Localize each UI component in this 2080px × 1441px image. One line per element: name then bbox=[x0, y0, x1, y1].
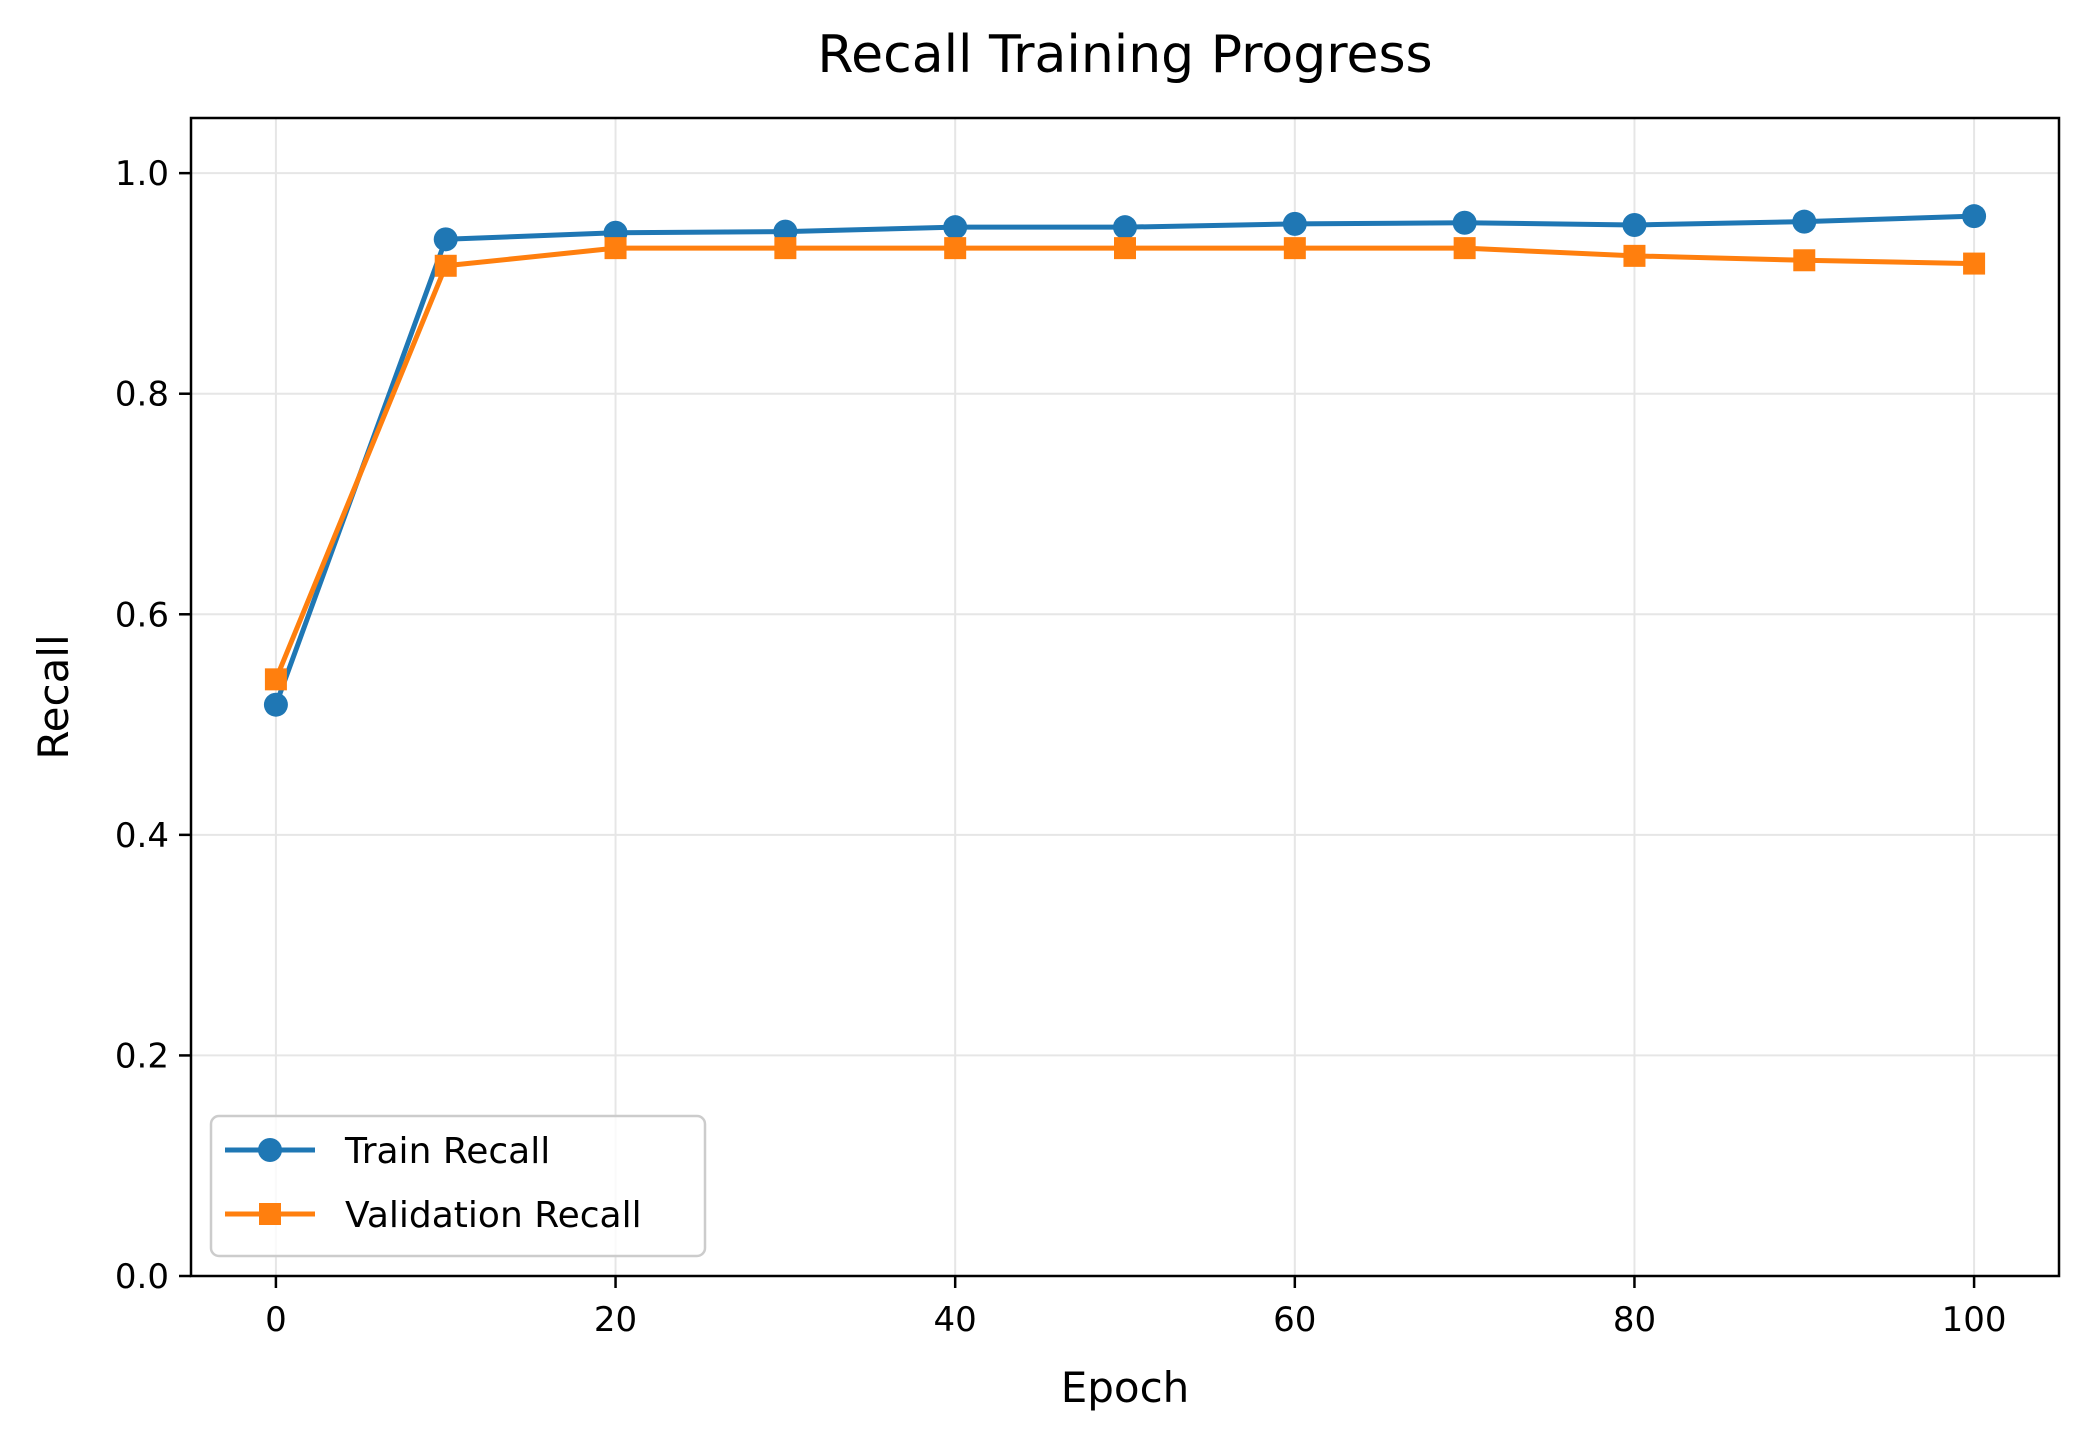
y-tick-label: 0.6 bbox=[115, 595, 169, 635]
data-point-train-recall bbox=[433, 227, 458, 252]
x-tick-label: 40 bbox=[934, 1300, 977, 1340]
data-point-validation-recall bbox=[944, 237, 967, 260]
y-tick-label: 0.2 bbox=[115, 1036, 169, 1076]
legend-label-validation-recall: Validation Recall bbox=[345, 1195, 642, 1236]
x-tick-label: 0 bbox=[265, 1300, 287, 1340]
x-tick-label: 80 bbox=[1613, 1300, 1656, 1340]
legend: Train Recall Validation Recall bbox=[209, 1114, 707, 1258]
data-point-validation-recall bbox=[1623, 244, 1646, 267]
data-point-train-recall bbox=[943, 215, 968, 240]
data-point-validation-recall bbox=[1793, 249, 1816, 272]
y-tick-label: 0.0 bbox=[115, 1257, 169, 1297]
legend-label-train-recall: Train Recall bbox=[344, 1131, 550, 1172]
data-point-validation-recall bbox=[774, 237, 797, 260]
data-point-train-recall bbox=[1452, 210, 1477, 235]
series-layer bbox=[263, 204, 1987, 717]
y-tick-label: 0.4 bbox=[115, 816, 169, 856]
chart-title: Recall Training Progress bbox=[817, 25, 1432, 85]
data-point-train-recall bbox=[1622, 212, 1647, 237]
grid-lines bbox=[191, 118, 2059, 1277]
data-point-validation-recall bbox=[434, 254, 457, 277]
x-tick-label: 60 bbox=[1273, 1300, 1316, 1340]
data-point-validation-recall bbox=[264, 668, 287, 691]
series-line-train-recall bbox=[273, 213, 1975, 706]
plot-area-frame bbox=[189, 116, 2061, 1278]
legend-marker-validation-recall bbox=[259, 1203, 281, 1225]
data-point-train-recall bbox=[1282, 211, 1307, 236]
y-axis-label: Recall bbox=[29, 634, 78, 759]
data-point-train-recall bbox=[1113, 215, 1137, 240]
legend-box bbox=[209, 1114, 707, 1258]
y-tick-label: 0.8 bbox=[115, 375, 169, 415]
x-tick-label: 100 bbox=[1942, 1300, 2007, 1340]
legend-marker-train-recall bbox=[258, 1138, 282, 1162]
data-point-train-recall bbox=[1792, 209, 1817, 234]
x-tick-label: 20 bbox=[594, 1300, 637, 1340]
x-axis-label: Epoch bbox=[1061, 1363, 1190, 1412]
data-point-validation-recall bbox=[604, 237, 627, 260]
data-point-validation-recall bbox=[1453, 237, 1476, 260]
data-point-train-recall bbox=[1962, 204, 1987, 229]
data-point-train-recall bbox=[263, 692, 288, 717]
axis-ticks: 0 20 40 60 80 100 0.0 0.2 0.4 0.6 0.8 1.0 bbox=[115, 154, 2007, 1340]
data-point-validation-recall bbox=[1283, 237, 1306, 260]
y-tick-label: 1.0 bbox=[115, 154, 169, 194]
data-point-validation-recall bbox=[1963, 252, 1986, 275]
data-point-validation-recall bbox=[1114, 237, 1136, 260]
